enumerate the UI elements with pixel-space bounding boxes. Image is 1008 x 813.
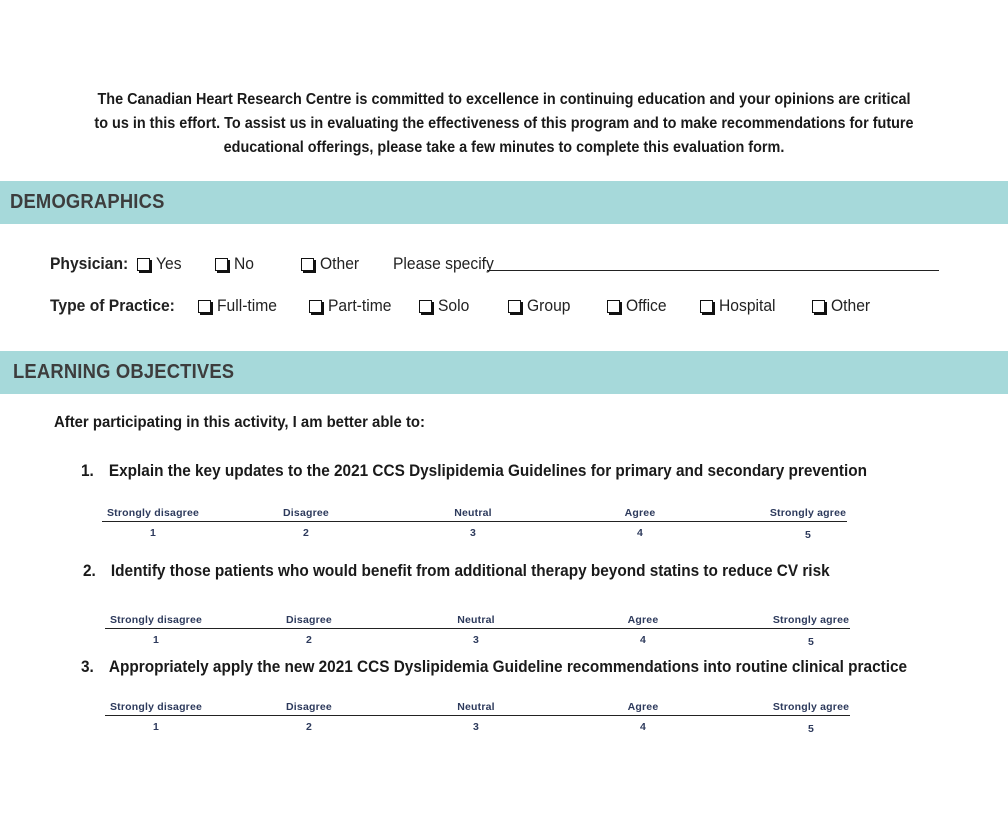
objectives-prompt: After participating in this activity, I … [54,414,425,431]
scale-value-1[interactable]: 1 [152,721,160,733]
practice-option-other[interactable]: Other [812,296,874,316]
scale-label: Neutral [454,507,492,519]
practice-option-office[interactable]: Office [607,296,670,316]
physician-label: Physician: [50,254,129,273]
scale-label: Neutral [457,701,495,713]
scale-label: Strongly disagree [106,507,200,519]
demographics-header: DEMOGRAPHICS [0,181,1008,224]
scale-label: Strongly agree [769,507,847,519]
practice-option-group[interactable]: Group [508,296,574,316]
scale-line [102,521,847,522]
scale-value-5[interactable]: 5 [807,723,815,735]
objective-2: 2. Identify those patients who would bene… [83,562,830,580]
rating-scale-3[interactable]: Strongly disagree 1 Disagree 2 Neutral 3 Agree… [105,701,850,737]
demographics-heading: DEMOGRAPHICS [10,191,165,213]
scale-label: Disagree [286,614,332,626]
scale-value-3[interactable]: 3 [472,634,480,646]
checkbox-icon[interactable] [700,299,713,313]
intro-line-1: The Canadian Heart Research Centre is co… [97,91,911,108]
objective-3: 3. Appropriately apply the new 2021 CCS D… [81,658,908,676]
physician-option-other[interactable]: Other [301,254,363,274]
scale-value-3[interactable]: 3 [469,527,477,539]
please-specify-field[interactable] [487,270,939,271]
scale-line [105,715,850,716]
scale-label: Agree [627,701,659,713]
scale-value-4[interactable]: 4 [636,527,644,539]
learning-objectives-heading: LEARNING OBJECTIVES [13,361,235,383]
checkbox-icon[interactable] [301,257,314,271]
practice-option-part-time[interactable]: Part-time [309,296,397,316]
please-specify-label: Please specify [393,254,494,273]
intro-line-2: to us in this effort. To assist us in ev… [94,115,914,132]
scale-value-4[interactable]: 4 [639,634,647,646]
scale-value-1[interactable]: 1 [152,634,160,646]
rating-scale-2[interactable]: Strongly disagree 1 Disagree 2 Neutral 3 Agree… [105,614,850,650]
checkbox-icon[interactable] [508,299,521,313]
scale-label: Strongly agree [772,614,850,626]
checkbox-icon[interactable] [419,299,432,313]
scale-value-5[interactable]: 5 [807,636,815,648]
checkbox-icon[interactable] [607,299,620,313]
learning-objectives-header: LEARNING OBJECTIVES [0,351,1008,394]
scale-value-4[interactable]: 4 [639,721,647,733]
rating-scale-1[interactable]: Strongly disagree 1 Disagree 2 Neutral 3 Agree… [102,507,847,543]
intro-paragraph: The Canadian Heart Research Centre is co… [91,88,917,160]
scale-label: Strongly disagree [109,701,203,713]
objective-1: 1. Explain the key updates to the 2021 CC… [81,462,867,480]
scale-label: Strongly agree [772,701,850,713]
scale-value-1[interactable]: 1 [149,527,157,539]
scale-label: Agree [627,614,659,626]
scale-value-2[interactable]: 2 [302,527,310,539]
scale-value-3[interactable]: 3 [472,721,480,733]
checkbox-icon[interactable] [812,299,825,313]
scale-value-2[interactable]: 2 [305,634,313,646]
practice-option-full-time[interactable]: Full-time [198,296,282,316]
scale-line [105,628,850,629]
scale-value-2[interactable]: 2 [305,721,313,733]
physician-option-yes[interactable]: Yes [137,254,184,274]
scale-label: Disagree [286,701,332,713]
scale-label: Disagree [283,507,329,519]
practice-label: Type of Practice: [50,296,175,315]
scale-label: Strongly disagree [109,614,203,626]
scale-label: Agree [624,507,656,519]
practice-option-solo[interactable]: Solo [419,296,472,316]
physician-option-no[interactable]: No [215,254,256,274]
checkbox-icon[interactable] [137,257,150,271]
practice-option-hospital[interactable]: Hospital [700,296,780,316]
checkbox-icon[interactable] [215,257,228,271]
scale-value-5[interactable]: 5 [804,529,812,541]
checkbox-icon[interactable] [198,299,211,313]
intro-line-3: educational offerings, please take a few… [223,139,785,156]
scale-label: Neutral [457,614,495,626]
checkbox-icon[interactable] [309,299,322,313]
